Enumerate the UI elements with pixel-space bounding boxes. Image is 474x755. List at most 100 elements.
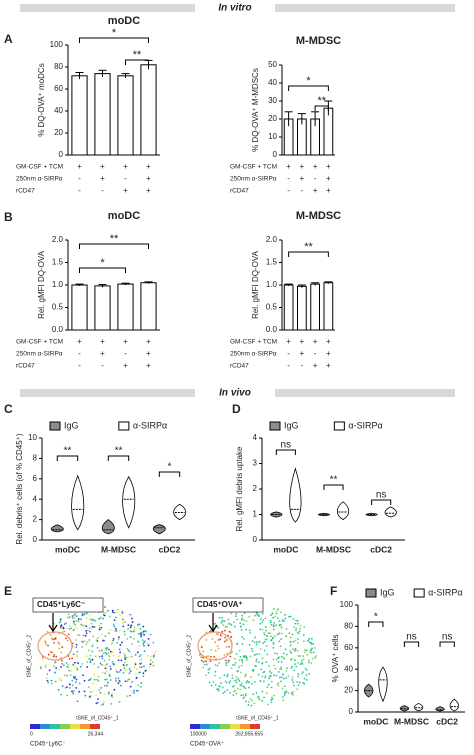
violin — [152, 524, 166, 535]
tsne-dot — [98, 689, 101, 691]
tsne-dot — [58, 668, 61, 671]
condition-mark: + — [313, 162, 318, 171]
tsne-dot — [113, 625, 116, 628]
tsne-dot — [235, 692, 238, 695]
tsne-dot — [262, 619, 265, 622]
tsne-dot — [293, 669, 296, 672]
significance-bracket — [323, 484, 344, 490]
tsne-dot — [250, 676, 253, 678]
tsne-dot — [242, 685, 245, 688]
panel-label: C — [4, 402, 13, 416]
tsne-dot — [77, 634, 79, 637]
tsne-dot — [76, 669, 79, 672]
tsne-dot — [51, 651, 54, 654]
colorbar-min: 0 — [30, 731, 33, 737]
tsne-dot — [67, 613, 70, 616]
tsne-dot — [248, 629, 251, 632]
tsne-dot — [65, 622, 68, 625]
tsne-dot — [240, 629, 243, 631]
tsne-dot — [262, 680, 265, 683]
tsne-dot — [308, 661, 310, 664]
tsne-dot — [255, 641, 258, 644]
tsne-dot — [111, 609, 114, 612]
tsne-dot — [251, 699, 253, 702]
tsne-dot — [263, 640, 266, 643]
tsne-dot — [273, 652, 276, 655]
tsne-dot — [292, 618, 295, 620]
tsne-dot — [211, 638, 214, 640]
tsne-dot — [53, 662, 56, 665]
tsne-dot — [108, 655, 111, 658]
condition-mark: - — [124, 349, 127, 358]
tsne-dot — [45, 643, 48, 646]
tsne-dot — [284, 692, 286, 695]
condition-mark: + — [123, 361, 128, 370]
tsne-dot — [121, 610, 124, 613]
tsne-dot — [222, 686, 224, 689]
tsne-dot — [133, 689, 135, 692]
tsne-dot — [63, 630, 66, 633]
tsne-dot — [144, 640, 146, 643]
tsne-dot — [297, 642, 299, 644]
tsne-dot — [126, 695, 129, 698]
tsne-dot — [239, 688, 242, 691]
chart-title: moDC — [108, 15, 140, 27]
tsne-dot — [137, 632, 140, 635]
tsne-dot — [96, 701, 99, 704]
tsne-dot — [105, 670, 108, 673]
tsne-dot — [314, 647, 316, 649]
tsne-dot — [126, 637, 129, 640]
tsne-dot — [238, 659, 241, 662]
tsne-dot — [139, 685, 142, 688]
tsne-dot — [61, 662, 64, 665]
tsne-dot — [148, 665, 151, 668]
tsne-dot — [221, 619, 224, 622]
tsne-dot — [98, 628, 101, 631]
tsne-dot — [98, 624, 100, 627]
tsne-dot — [272, 646, 275, 649]
tsne-dot — [132, 637, 135, 640]
bar — [310, 283, 320, 331]
condition-mark: + — [100, 337, 105, 346]
tsne-dot — [117, 608, 119, 611]
y-axis-label: % DQ-OVA⁺ moDCs — [37, 63, 46, 136]
tsne-dot — [285, 635, 288, 638]
tsne-dot — [138, 671, 141, 674]
tsne-dot — [213, 655, 216, 658]
tsne-dot — [258, 641, 261, 644]
tsne-dot — [240, 671, 242, 674]
tsne-dot — [60, 693, 62, 696]
tsne-dot — [142, 672, 145, 675]
tsne-dot — [275, 674, 278, 677]
tsne-dot — [210, 684, 213, 687]
violin — [449, 698, 459, 712]
condition-mark: + — [100, 162, 105, 171]
tsne-dot — [214, 670, 217, 673]
chart-title: M-MDSC — [296, 35, 341, 47]
colorbar-min: 100000 — [190, 731, 207, 737]
tsne-dot — [198, 654, 201, 657]
y-tick-label: 60 — [54, 84, 63, 93]
tsne-dot — [238, 649, 241, 652]
tsne-dot — [55, 667, 58, 669]
tsne-dot — [278, 676, 281, 679]
gate-arrow — [48, 613, 58, 633]
tsne-dot — [228, 659, 230, 662]
tsne-dot — [304, 651, 307, 654]
tsne-dot — [142, 675, 145, 678]
tsne-dot — [282, 699, 285, 702]
tsne-dot — [241, 617, 244, 620]
tsne-dot — [112, 663, 115, 665]
tsne-dot — [122, 652, 125, 655]
tsne-dot — [94, 655, 97, 658]
y-tick-label: 0 — [273, 150, 278, 159]
tsne-dot — [86, 666, 89, 668]
tsne-dot — [297, 684, 300, 686]
tsne-dot — [41, 657, 44, 660]
condition-mark: - — [301, 361, 304, 370]
tsne-dot — [103, 659, 106, 662]
tsne-dot — [127, 627, 129, 630]
tsne-dot — [298, 681, 301, 684]
tsne-dot — [283, 694, 286, 697]
tsne-dot — [259, 628, 262, 631]
